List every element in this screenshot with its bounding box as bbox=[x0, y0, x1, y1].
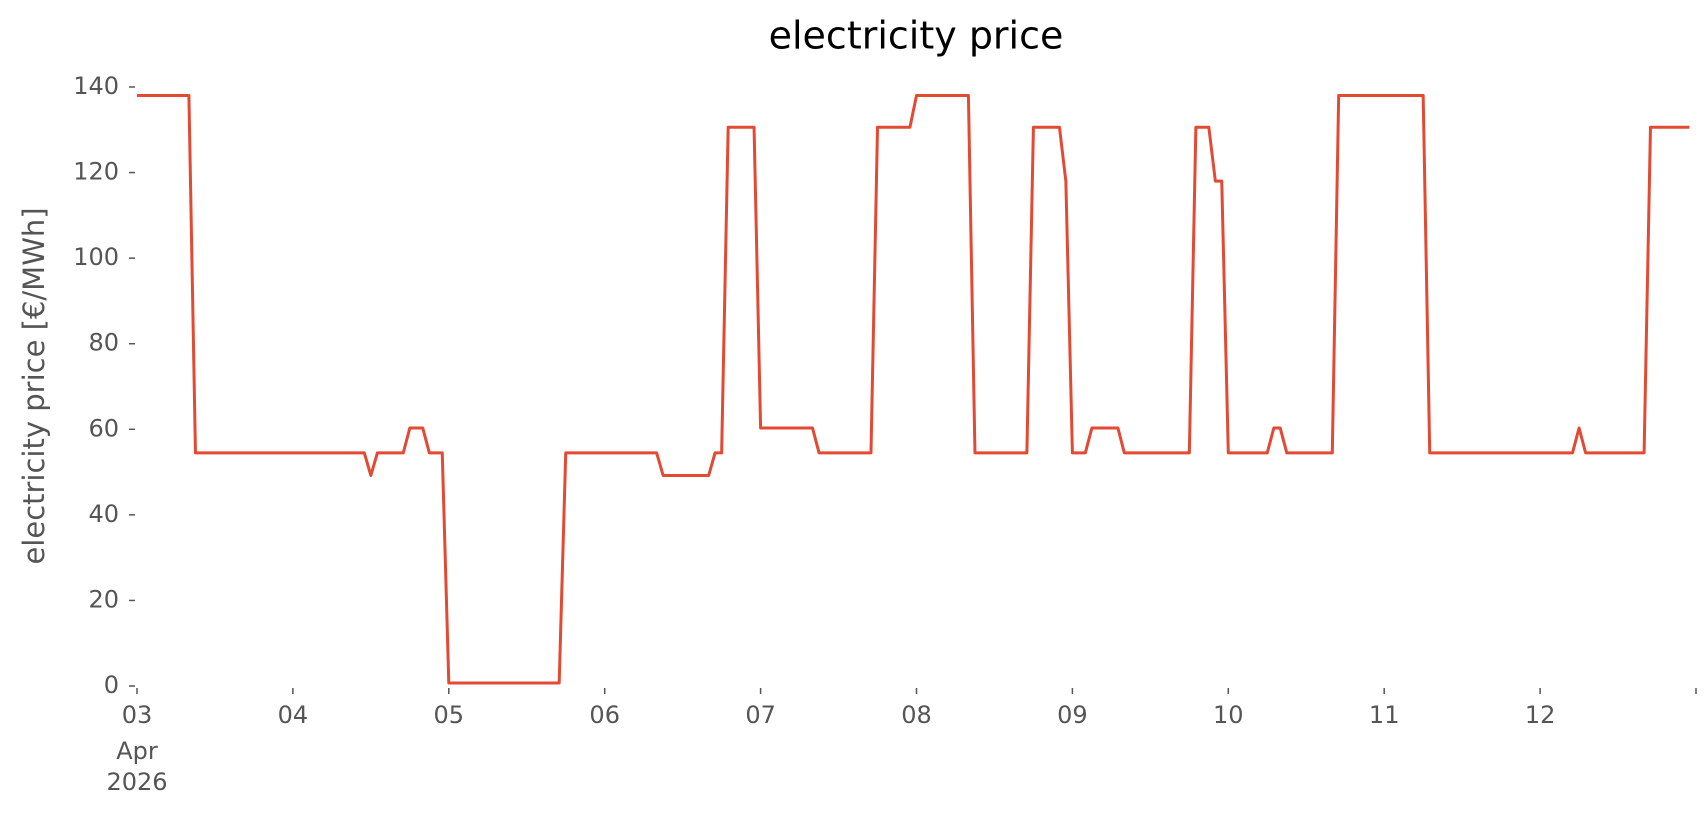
y-tick-label: 140 bbox=[73, 72, 119, 100]
y-axis-label: electricity price [€/MWh] bbox=[17, 207, 51, 564]
y-tick-label: 100 bbox=[73, 243, 119, 271]
x-tick-label: 10 bbox=[1213, 701, 1244, 729]
x-tick-label: 12 bbox=[1525, 701, 1556, 729]
x-tick-label: 09 bbox=[1057, 701, 1088, 729]
y-tick-label: 60 bbox=[88, 414, 119, 442]
y-tick-label: 20 bbox=[88, 585, 119, 613]
y-tick-label: 80 bbox=[88, 329, 119, 357]
y-tick-label: 120 bbox=[73, 158, 119, 186]
chart-title: electricity price bbox=[769, 14, 1064, 58]
x-tick-sublabel: Apr bbox=[116, 737, 158, 765]
y-tick-label: 40 bbox=[88, 500, 119, 528]
price-line bbox=[137, 94, 1690, 685]
x-tick-label: 06 bbox=[589, 701, 620, 729]
x-tick-label: 05 bbox=[434, 701, 465, 729]
x-tick-label: 11 bbox=[1369, 701, 1400, 729]
x-tick-sublabel: 2026 bbox=[106, 768, 167, 796]
x-tick-label: 03 bbox=[122, 701, 153, 729]
x-tick-label: 04 bbox=[278, 701, 309, 729]
x-tick-label: 08 bbox=[901, 701, 932, 729]
x-tick-label: 07 bbox=[745, 701, 776, 729]
y-tick-label: 0 bbox=[104, 671, 119, 699]
